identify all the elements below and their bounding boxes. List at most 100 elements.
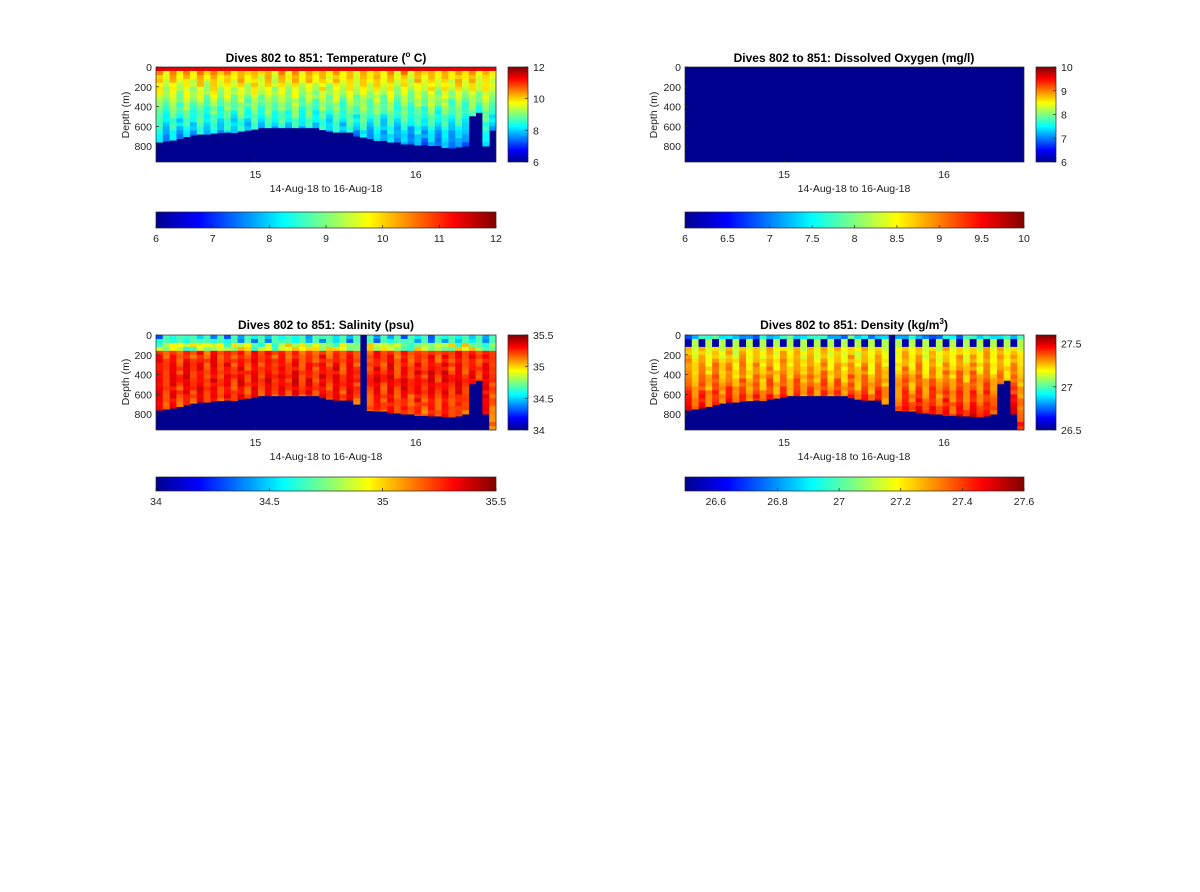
heatmap-cell <box>739 378 747 383</box>
heatmap-cell <box>428 138 436 143</box>
heatmap-cell <box>929 374 937 379</box>
heatmap-cell <box>840 366 849 371</box>
heatmap-cell <box>332 382 340 387</box>
heatmap-cell <box>373 94 381 99</box>
heatmap-cell <box>407 350 415 356</box>
heatmap-cell <box>298 78 306 84</box>
heatmap-cell <box>827 390 835 395</box>
heatmap-cell <box>285 382 293 387</box>
heatmap-cell <box>414 78 422 84</box>
heatmap-cell <box>373 402 381 407</box>
heatmap-cell <box>244 74 252 80</box>
heatmap-cell <box>230 106 238 111</box>
heatmap-cell <box>807 338 815 344</box>
heatmap-cell <box>169 82 177 88</box>
heatmap-cell <box>739 338 747 344</box>
heatmap-cell <box>237 90 245 96</box>
heatmap-cell <box>176 386 184 391</box>
heatmap-cell <box>271 386 279 391</box>
heatmap-cell <box>230 338 238 344</box>
heatmap-cell <box>1003 370 1011 375</box>
heatmap-cell <box>854 386 862 391</box>
heatmap-cell <box>319 90 327 96</box>
heatmap-cell <box>414 86 422 92</box>
heatmap-cell <box>196 86 204 92</box>
heatmap-cell <box>285 86 293 92</box>
heatmap-cell <box>366 410 374 411</box>
heatmap-cell <box>305 382 313 387</box>
heatmap-cell <box>434 90 442 96</box>
heatmap-cell <box>407 78 415 84</box>
heatmap-cell <box>996 342 1005 348</box>
heatmap-cell <box>217 342 225 348</box>
bottom-colorbar-tick-label: 7 <box>767 233 773 245</box>
side-colorbar-tick-label: 10 <box>1061 62 1073 74</box>
heatmap-cell <box>339 110 347 115</box>
heatmap-cell <box>251 114 259 119</box>
heatmap-cell <box>468 346 476 352</box>
heatmap-cell <box>996 338 1005 344</box>
heatmap-cell <box>244 390 252 395</box>
heatmap-cell <box>746 342 754 348</box>
heatmap-cell <box>929 346 937 352</box>
heatmap-cell <box>312 70 320 76</box>
heatmap-cell <box>258 98 266 103</box>
heatmap-cell <box>217 362 225 367</box>
heatmap-cell <box>312 86 320 92</box>
heatmap-cell <box>217 106 225 111</box>
heatmap-cell <box>224 390 232 395</box>
heatmap-cell <box>732 382 740 387</box>
heatmap-cell <box>881 346 889 352</box>
heatmap-cell <box>759 382 767 387</box>
heatmap-cell <box>373 378 381 383</box>
heatmap-cell <box>326 114 334 119</box>
heatmap-cell <box>874 362 883 367</box>
heatmap-cell <box>813 335 821 340</box>
heatmap-cell <box>387 338 395 344</box>
heatmap-cell <box>339 390 347 395</box>
heatmap-cell <box>271 346 279 352</box>
heatmap-cell <box>448 134 456 139</box>
heatmap-cell <box>230 386 238 391</box>
heatmap-cell <box>258 126 266 129</box>
heatmap-cell <box>312 350 320 356</box>
heatmap-cell <box>319 378 327 383</box>
heatmap-cell <box>441 134 449 139</box>
heatmap-cell <box>407 102 415 107</box>
heatmap-cell <box>759 370 767 375</box>
heatmap-cell <box>739 374 747 379</box>
heatmap-cell <box>278 350 286 356</box>
heatmap-cell <box>434 67 442 72</box>
heatmap-cell <box>441 358 449 364</box>
heatmap-cell <box>935 394 944 399</box>
heatmap-cell <box>462 378 470 383</box>
heatmap-cell <box>298 370 306 375</box>
heatmap-cell <box>156 366 164 371</box>
heatmap-cell <box>217 122 225 127</box>
heatmap-cell <box>230 126 238 131</box>
heatmap-cell <box>353 122 361 127</box>
heatmap-cell <box>448 118 456 123</box>
heatmap-cell <box>718 378 727 383</box>
heatmap-cell <box>793 362 801 367</box>
heatmap-cell <box>244 335 252 340</box>
heatmap-cell <box>380 398 388 403</box>
heatmap-cell <box>169 366 177 371</box>
heatmap-cell <box>196 358 204 364</box>
heatmap-cell <box>278 74 286 80</box>
heatmap-cell <box>895 378 903 383</box>
heatmap-cell <box>271 122 279 127</box>
heatmap-cell <box>156 122 164 127</box>
heatmap-cell <box>441 90 449 96</box>
heatmap-cell <box>394 346 402 352</box>
heatmap-cell <box>441 410 449 415</box>
heatmap-cell <box>305 342 313 348</box>
heatmap-cell <box>332 335 340 340</box>
heatmap-cell <box>929 386 937 391</box>
heatmap-cell <box>962 350 971 356</box>
heatmap-cell <box>421 366 429 371</box>
heatmap-cell <box>929 394 937 399</box>
heatmap-cell <box>196 350 204 356</box>
heatmap-cell <box>455 74 463 80</box>
